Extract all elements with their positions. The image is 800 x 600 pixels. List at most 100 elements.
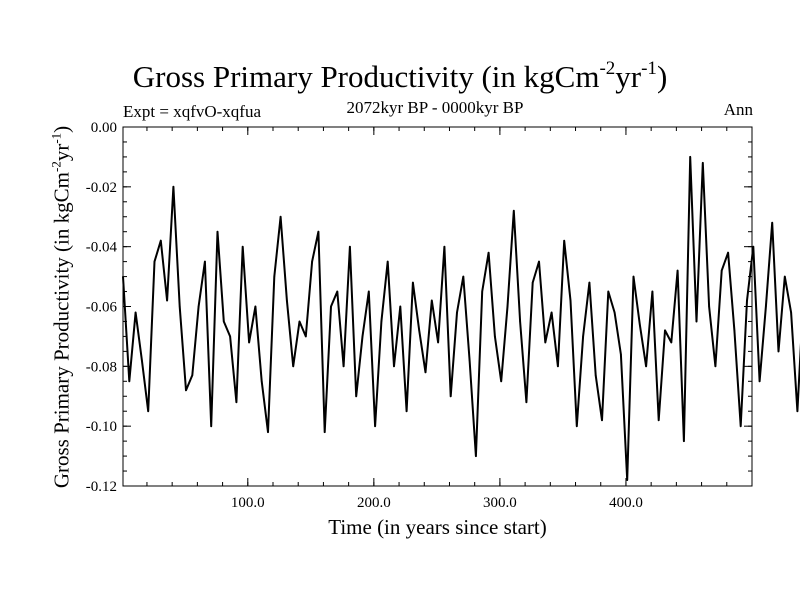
y-axis: 0.00 -0.02 -0.04 -0.06 -0.08 -0.10 -0.12: [86, 120, 752, 495]
y-tick-label: -0.02: [86, 180, 117, 196]
data-point: [462, 275, 465, 278]
data-point: [519, 320, 521, 323]
data-point: [298, 320, 301, 323]
data-point: [752, 245, 755, 248]
data-point: [305, 335, 307, 338]
data-point: [784, 275, 786, 278]
data-point: [134, 311, 137, 314]
data-point: [355, 395, 358, 398]
data-point: [141, 359, 143, 362]
data-point: [657, 419, 660, 422]
data-point: [664, 329, 666, 332]
data-point: [790, 311, 792, 314]
data-point: [323, 431, 326, 433]
data-point: [254, 305, 257, 308]
season-label: Ann: [723, 100, 753, 119]
data-point: [166, 299, 168, 302]
data-point: [311, 260, 313, 263]
data-point: [607, 290, 610, 293]
data-point: [714, 365, 717, 368]
series-points: [122, 156, 799, 481]
data-point: [708, 305, 710, 308]
data-point: [695, 320, 698, 323]
data-point: [531, 281, 534, 284]
data-point: [361, 335, 364, 338]
data-point: [386, 260, 389, 263]
data-point: [172, 186, 175, 188]
data-point: [418, 329, 421, 332]
data-point: [330, 305, 332, 308]
data-point: [513, 210, 515, 212]
data-point: [670, 341, 673, 344]
data-point: [569, 299, 572, 302]
data-point: [651, 290, 654, 293]
y-tick-label: 0.00: [91, 120, 117, 136]
data-point: [758, 380, 761, 383]
data-point: [178, 305, 181, 308]
series-line: [122, 155, 800, 481]
data-point: [248, 341, 250, 344]
data-point: [286, 299, 288, 302]
data-point: [336, 290, 339, 293]
data-point: [727, 251, 729, 254]
y-axis-label: Gross Primary Productivity (in kgCm-2yr-…: [48, 125, 74, 489]
data-point: [147, 410, 149, 413]
x-tick-label: 100.0: [231, 495, 265, 511]
x-axis: 100.0 200.0 300.0 400.0: [146, 127, 728, 511]
y-tick-label: -0.06: [86, 300, 118, 316]
data-point: [267, 431, 269, 433]
x-tick-label: 400.0: [609, 495, 643, 511]
data-point: [582, 335, 584, 338]
data-point: [349, 245, 351, 248]
data-point: [601, 419, 603, 422]
data-point: [204, 260, 206, 263]
data-point: [771, 221, 773, 224]
data-point: [279, 216, 282, 218]
data-point: [437, 341, 439, 344]
x-axis-label: Time (in years since start): [328, 515, 547, 539]
data-point: [746, 299, 748, 302]
experiment-label: Expt = xqfvO-xqfua: [123, 102, 262, 121]
data-point: [393, 365, 395, 368]
data-point: [122, 275, 124, 278]
data-point: [210, 425, 212, 428]
data-point: [538, 260, 540, 263]
y-tick-label: -0.04: [86, 240, 118, 256]
data-point: [235, 401, 238, 404]
data-point: [229, 335, 231, 338]
data-point: [576, 425, 578, 428]
data-point: [468, 359, 471, 362]
data-point: [620, 353, 622, 356]
data-point: [525, 401, 528, 404]
data-point: [405, 410, 408, 413]
data-point: [494, 335, 496, 338]
data-point: [626, 479, 628, 481]
data-point: [481, 290, 484, 293]
data-point: [191, 374, 194, 377]
data-point: [399, 305, 402, 308]
data-point: [720, 269, 723, 272]
data-point: [260, 380, 263, 383]
y-tick-label: -0.10: [86, 419, 117, 435]
data-point: [153, 260, 156, 263]
data-point: [342, 365, 345, 368]
data-point: [241, 245, 244, 248]
data-point: [475, 455, 477, 457]
data-point: [765, 305, 767, 308]
data-point: [487, 251, 490, 254]
data-point: [500, 380, 503, 383]
data-point: [557, 365, 559, 368]
data-point: [563, 239, 565, 242]
data-point: [292, 365, 295, 368]
data-point: [588, 281, 591, 284]
data-point: [424, 371, 427, 374]
data-point: [676, 269, 679, 272]
data-point: [160, 239, 162, 242]
data-point: [594, 374, 597, 377]
data-point: [456, 311, 458, 314]
data-point: [216, 230, 219, 233]
x-tick-label: 200.0: [357, 495, 391, 511]
data-point: [197, 305, 200, 308]
data-point: [550, 311, 553, 314]
